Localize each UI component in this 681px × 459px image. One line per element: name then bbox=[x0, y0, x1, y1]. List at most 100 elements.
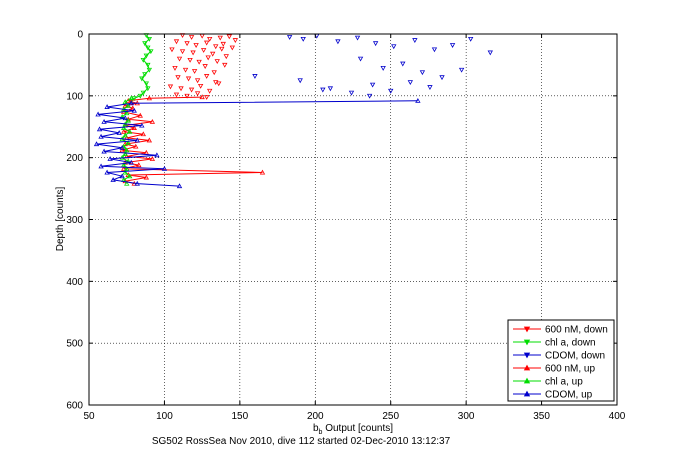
data-point bbox=[179, 49, 186, 55]
data-point bbox=[184, 93, 190, 99]
data-point bbox=[220, 41, 226, 47]
data-point bbox=[130, 105, 136, 111]
data-point bbox=[173, 92, 180, 98]
x-tick-label: 350 bbox=[533, 411, 550, 422]
data-point bbox=[439, 75, 445, 81]
data-point bbox=[207, 88, 213, 94]
data-point bbox=[223, 54, 229, 60]
data-point bbox=[327, 86, 334, 92]
series-0 bbox=[167, 33, 239, 100]
data-point bbox=[372, 41, 379, 47]
data-point bbox=[190, 50, 196, 56]
data-point bbox=[95, 111, 101, 117]
y-tick-label: 600 bbox=[66, 401, 83, 412]
data-point bbox=[194, 91, 201, 97]
series-layer bbox=[93, 33, 493, 189]
data-point bbox=[127, 173, 133, 179]
data-point bbox=[182, 67, 189, 73]
data-point bbox=[119, 147, 125, 153]
data-point bbox=[185, 76, 192, 82]
data-point bbox=[96, 126, 103, 132]
data-point bbox=[142, 41, 148, 47]
data-point bbox=[128, 95, 134, 101]
y-axis-label: Depth [counts] bbox=[55, 187, 66, 252]
data-point bbox=[193, 43, 199, 48]
data-point bbox=[184, 41, 190, 47]
data-point bbox=[137, 112, 143, 118]
x-axis-label: bb Output [counts] bbox=[313, 423, 393, 436]
data-point bbox=[187, 57, 193, 63]
data-point bbox=[252, 74, 258, 79]
data-point bbox=[219, 46, 225, 52]
data-point bbox=[320, 87, 326, 93]
data-point bbox=[449, 43, 456, 48]
data-point bbox=[380, 66, 386, 71]
data-point bbox=[178, 86, 184, 92]
data-point bbox=[145, 62, 151, 68]
data-point bbox=[127, 128, 133, 134]
data-point bbox=[369, 82, 376, 88]
y-tick-label: 400 bbox=[66, 277, 83, 288]
data-point bbox=[143, 53, 150, 59]
data-point bbox=[232, 38, 239, 44]
data-point bbox=[366, 93, 373, 99]
data-point bbox=[121, 165, 127, 171]
legend-marker bbox=[523, 364, 531, 371]
data-point bbox=[122, 102, 128, 108]
data-point bbox=[122, 132, 128, 138]
data-point bbox=[131, 125, 137, 130]
data-point bbox=[128, 100, 134, 106]
data-point bbox=[297, 78, 303, 84]
data-point bbox=[145, 45, 151, 51]
legend-marker bbox=[523, 390, 531, 397]
data-point bbox=[214, 59, 220, 65]
data-point bbox=[458, 67, 465, 73]
data-point bbox=[335, 39, 341, 45]
data-point bbox=[136, 162, 142, 168]
x-tick-label: 150 bbox=[232, 411, 249, 422]
legend-entry: CDOM, down bbox=[513, 351, 605, 362]
data-point bbox=[122, 99, 128, 105]
data-point bbox=[415, 97, 421, 103]
footer-caption: SG502 RossSea Nov 2010, dive 112 started… bbox=[152, 436, 451, 447]
data-point bbox=[427, 85, 433, 91]
legend-label: chl a, up bbox=[545, 377, 583, 388]
y-tick-label: 100 bbox=[66, 91, 83, 102]
data-point bbox=[119, 173, 125, 179]
data-point bbox=[197, 83, 204, 89]
data-point bbox=[467, 36, 474, 42]
data-point bbox=[148, 49, 154, 55]
series-line bbox=[96, 100, 418, 187]
data-point bbox=[124, 147, 130, 153]
legend-label: 600 nM, up bbox=[545, 364, 595, 375]
data-point bbox=[146, 67, 153, 73]
data-point bbox=[175, 75, 181, 81]
data-point bbox=[93, 141, 100, 147]
data-point bbox=[124, 180, 130, 186]
data-point bbox=[122, 151, 128, 156]
data-point bbox=[210, 51, 216, 57]
data-point bbox=[139, 122, 145, 128]
data-point bbox=[140, 90, 146, 96]
data-point bbox=[101, 148, 107, 154]
y-tick-label: 0 bbox=[77, 30, 83, 41]
data-point bbox=[300, 36, 306, 42]
data-point bbox=[412, 38, 418, 44]
data-point bbox=[196, 59, 202, 65]
data-point bbox=[125, 117, 131, 123]
legend-entry: chl a, down bbox=[513, 338, 596, 349]
x-tick-label: 50 bbox=[83, 411, 95, 422]
data-point bbox=[121, 162, 127, 168]
data-point bbox=[217, 35, 223, 41]
data-point bbox=[143, 81, 150, 87]
legend-entry: 600 nM, down bbox=[513, 325, 608, 336]
legend-entry: chl a, up bbox=[513, 377, 583, 388]
series-4 bbox=[119, 95, 134, 186]
data-point bbox=[101, 118, 107, 124]
data-point bbox=[167, 84, 174, 90]
data-point bbox=[431, 47, 438, 53]
data-point bbox=[133, 143, 139, 149]
data-point bbox=[407, 80, 414, 86]
